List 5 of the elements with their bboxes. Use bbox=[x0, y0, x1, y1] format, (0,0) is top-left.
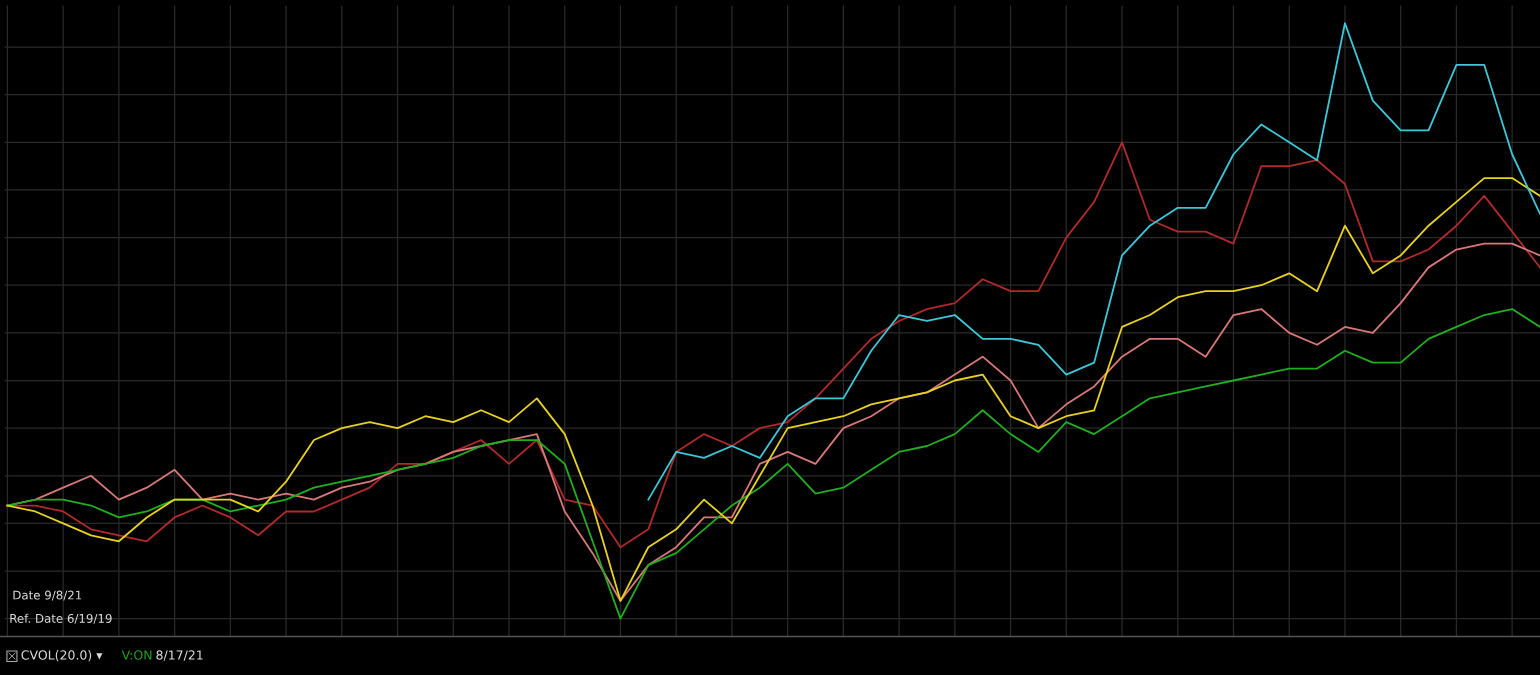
text: CVOL(20.0) ▾ bbox=[21, 650, 103, 662]
text: V:ON bbox=[121, 650, 152, 660]
annotation: Date 9/8/21 bbox=[13, 590, 82, 601]
annotation: Ref. Date 6/19/19 bbox=[10, 613, 112, 624]
text: 8/17/21 bbox=[156, 650, 203, 661]
